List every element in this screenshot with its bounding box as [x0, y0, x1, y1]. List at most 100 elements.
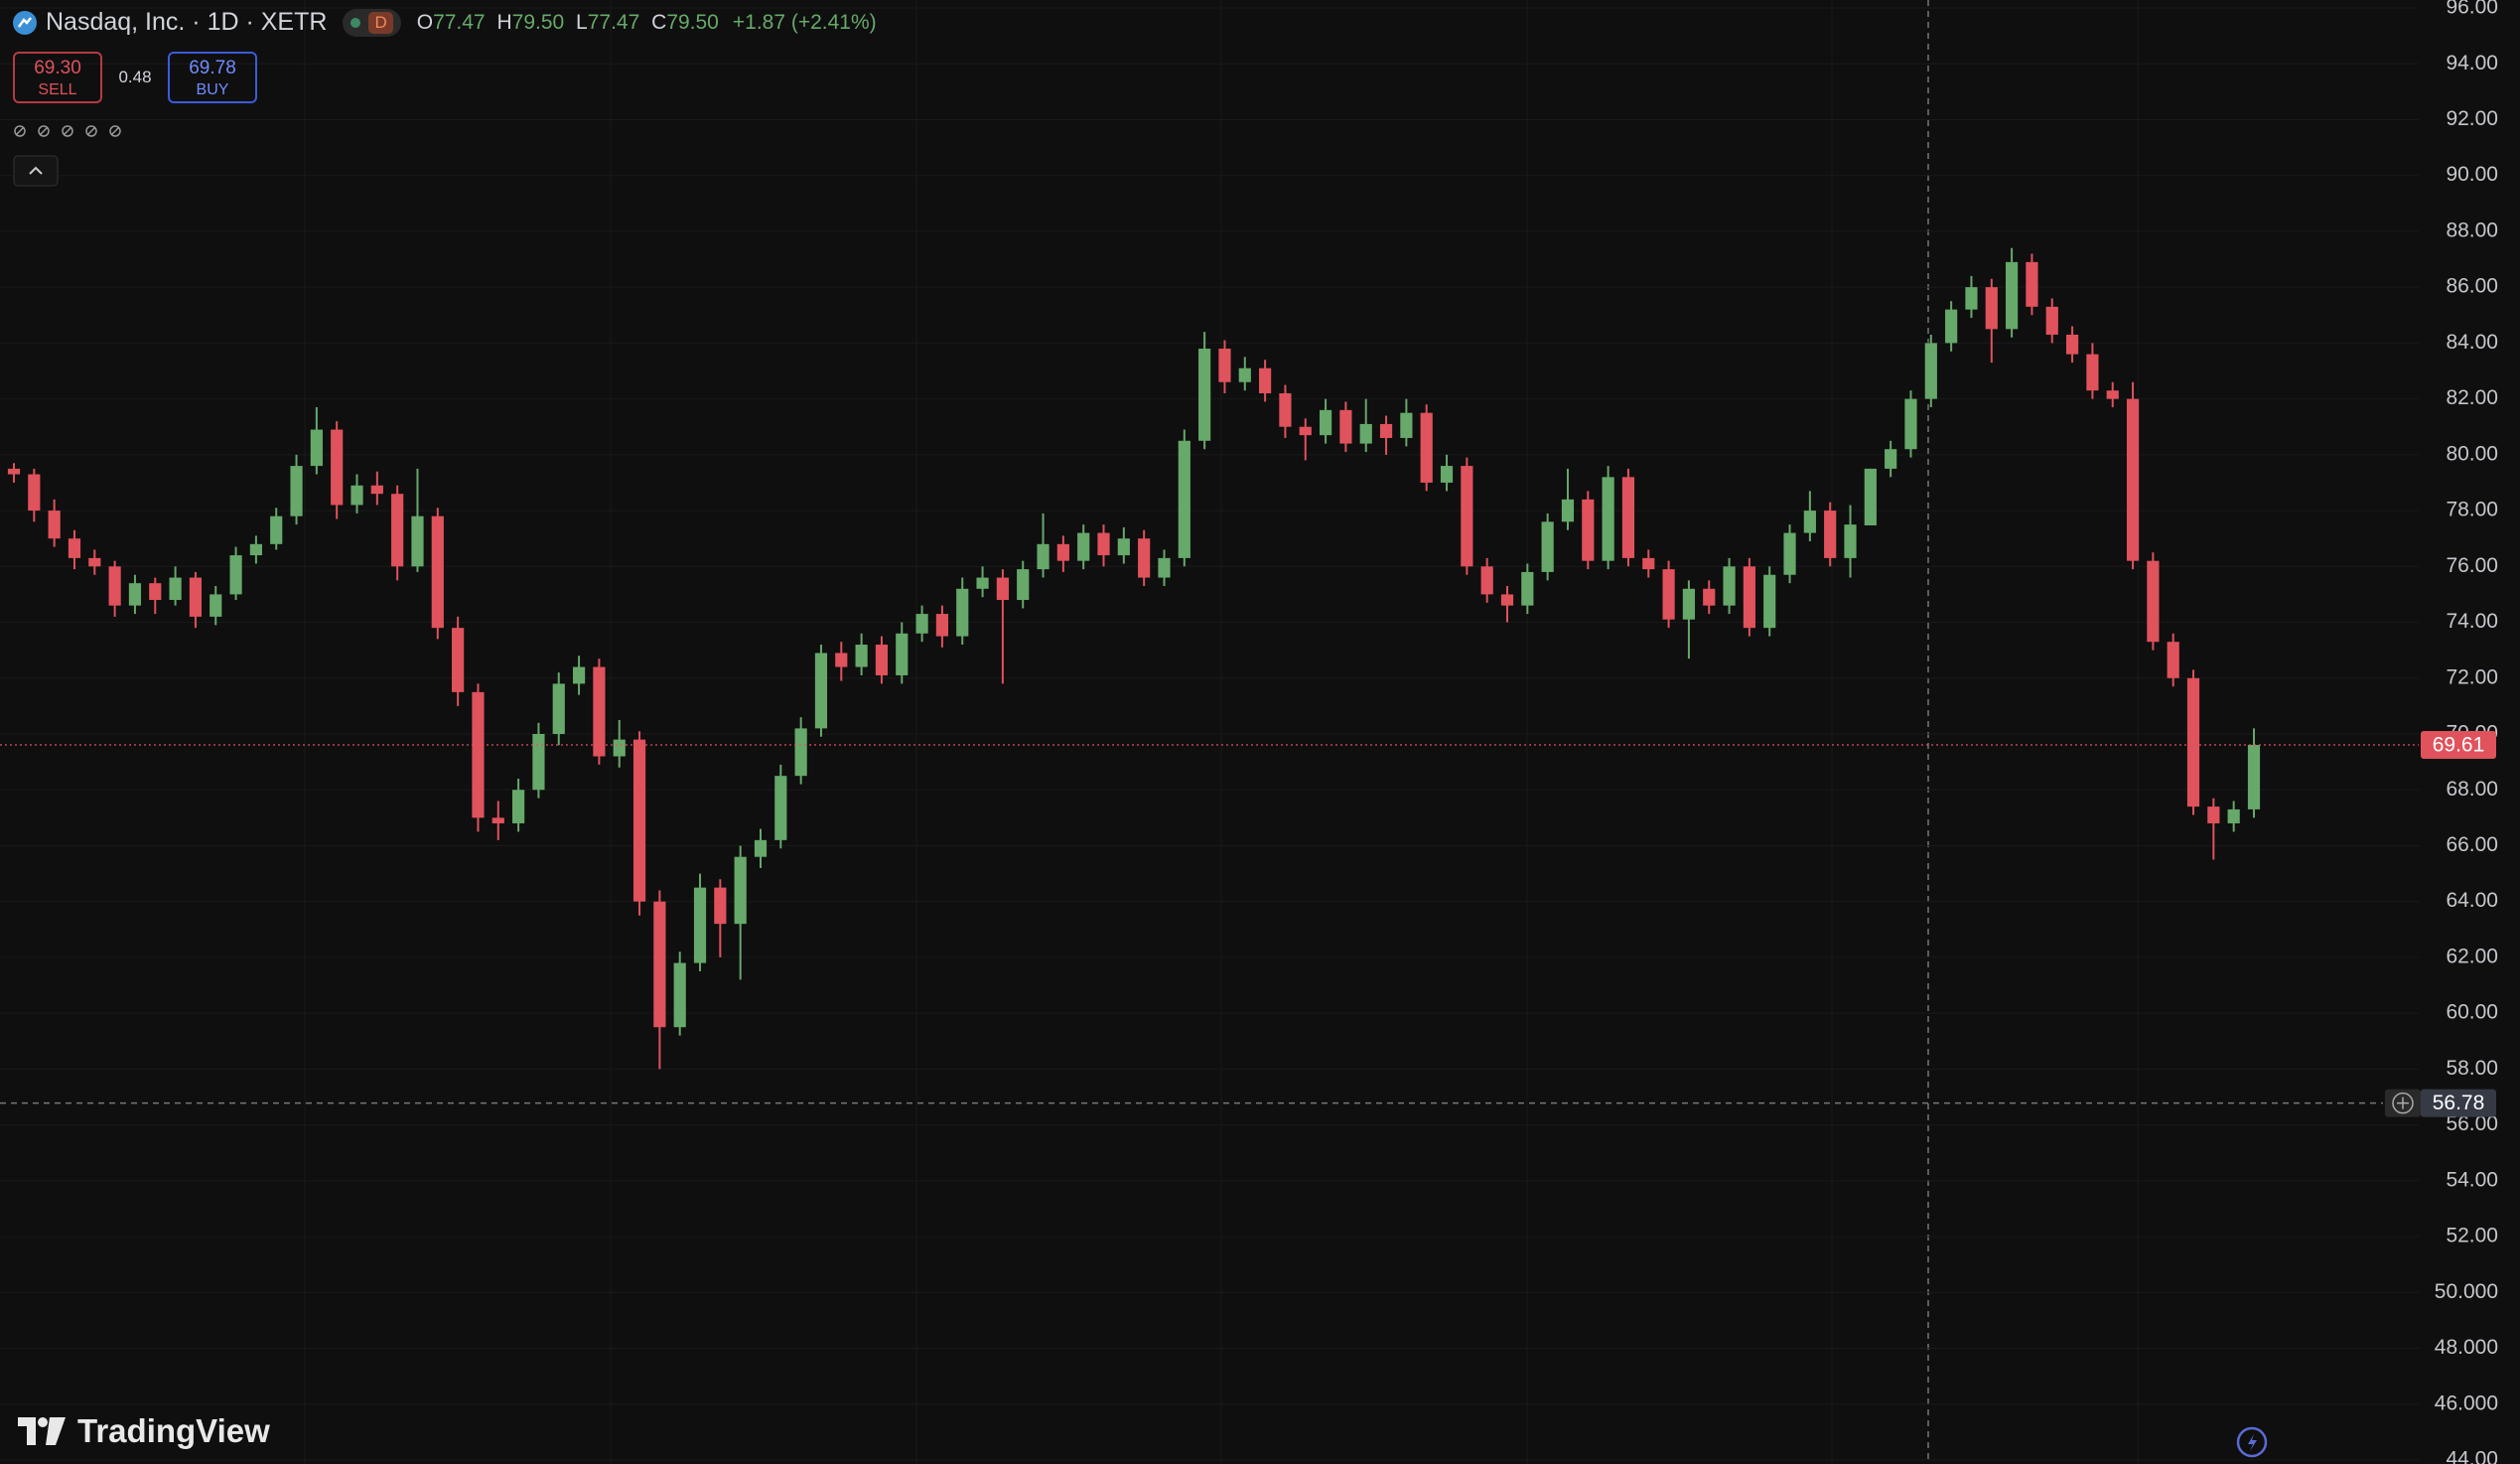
candle-body: [976, 577, 989, 589]
candle-body: [673, 962, 686, 1028]
candle-body: [1400, 412, 1413, 438]
candle-body: [1218, 349, 1231, 382]
candle-body: [734, 856, 747, 925]
ohlc-value: 77.47: [433, 10, 486, 34]
collapse-button[interactable]: [13, 155, 59, 187]
indicator-icons[interactable]: [12, 121, 131, 141]
candle-body: [693, 887, 707, 963]
sell-button[interactable]: 69.30 SELL: [13, 52, 102, 103]
y-tick-label: 76.00: [2446, 554, 2498, 577]
candle-body: [814, 653, 828, 729]
marker-icon: [2236, 1426, 2268, 1458]
candle-body: [2106, 390, 2119, 399]
candle-body: [149, 583, 162, 601]
candle-body: [2147, 560, 2160, 643]
y-tick-label: 88.00: [2446, 219, 2498, 241]
candle-body: [1480, 566, 1493, 595]
candle-body: [1885, 449, 1897, 469]
candle-body: [1319, 409, 1332, 436]
candle-body: [1521, 571, 1534, 606]
candle-body: [1017, 569, 1030, 601]
y-tick-label: 82.00: [2446, 386, 2498, 409]
candle-body: [108, 566, 121, 606]
candle-body: [331, 429, 344, 506]
candle-body: [310, 429, 323, 467]
y-tick-label: 84.00: [2446, 331, 2498, 354]
y-tick-label: 46.000: [2435, 1391, 2498, 1414]
candle-body: [290, 466, 303, 516]
status-pill[interactable]: D: [343, 8, 401, 37]
candle-body: [512, 790, 525, 823]
candle-body: [1703, 588, 1716, 606]
candle-body: [532, 734, 545, 791]
symbol-icon: [13, 10, 37, 35]
y-tick-label: 48.000: [2435, 1336, 2498, 1359]
candle-body: [2086, 354, 2099, 391]
candle-body: [915, 614, 928, 634]
candle-body: [1158, 557, 1171, 578]
candle-body: [653, 901, 666, 1028]
sell-label: SELL: [38, 81, 77, 98]
candle-body: [714, 887, 727, 925]
y-tick-label: 60.00: [2446, 1001, 2498, 1024]
candle-body: [1299, 426, 1312, 436]
candle-body: [1077, 532, 1090, 561]
buy-label: BUY: [196, 81, 229, 98]
y-tick-label: 72.00: [2446, 665, 2498, 688]
candle-body: [1138, 538, 1151, 578]
ohlc-label: C: [651, 10, 667, 34]
candle-body: [1904, 398, 1917, 450]
candle-body: [754, 839, 768, 857]
candle-body: [1965, 287, 1978, 310]
candle-body: [210, 594, 222, 617]
candle-body: [1339, 409, 1352, 444]
candle-body: [431, 515, 444, 629]
candle-body: [1985, 287, 1998, 330]
candle-body: [1379, 423, 1393, 438]
ohlc-value: 79.50: [666, 10, 719, 34]
candle-body: [1682, 588, 1696, 620]
candle-body: [1238, 367, 1251, 382]
y-tick-label: 58.00: [2446, 1057, 2498, 1080]
candle-body: [935, 614, 949, 637]
candle-body: [189, 577, 203, 617]
candle-body: [68, 538, 81, 558]
candle-body: [472, 691, 485, 818]
buy-price: 69.78: [189, 58, 236, 78]
ohlc: O77.47 H79.50 L77.47 C79.50: [417, 11, 725, 35]
y-tick-label: 44.00: [2446, 1448, 2498, 1464]
candle-body: [1056, 543, 1069, 561]
candle-body: [48, 511, 61, 539]
y-tick-label: 74.00: [2446, 610, 2498, 633]
candle-body: [169, 577, 182, 601]
candle-body: [1743, 566, 1755, 629]
candle-body: [2065, 334, 2079, 355]
candle-body: [1117, 538, 1130, 556]
spread: 0.48: [118, 68, 152, 86]
candle-body: [2026, 261, 2038, 307]
change: +1.87 (+2.41%): [732, 10, 877, 34]
candle-body: [128, 583, 142, 606]
candle-body: [1621, 477, 1635, 558]
candle-body: [452, 628, 465, 692]
ohlc-value: 77.47: [587, 10, 640, 34]
candle-body: [1561, 499, 1575, 522]
candle-body: [2126, 398, 2140, 561]
ohlc-label: H: [496, 10, 512, 34]
candle-body: [1279, 392, 1292, 427]
y-tick-label: 68.00: [2446, 778, 2498, 801]
candle-body: [956, 588, 969, 637]
candle-body: [996, 577, 1009, 601]
y-tick-label: 56.00: [2446, 1112, 2498, 1135]
symbol-title[interactable]: Nasdaq, Inc. · 1D · XETR: [46, 8, 328, 36]
crosshair-plus: [2392, 1092, 2414, 1114]
logo[interactable]: TradingView: [18, 1412, 270, 1450]
logo-text: TradingView: [77, 1412, 270, 1449]
candle-body: [1198, 349, 1211, 441]
candle-body: [1783, 532, 1796, 575]
ohlc-value: 79.50: [511, 10, 565, 34]
candle-body: [350, 485, 363, 506]
buy-button[interactable]: 69.78 BUY: [168, 52, 257, 103]
